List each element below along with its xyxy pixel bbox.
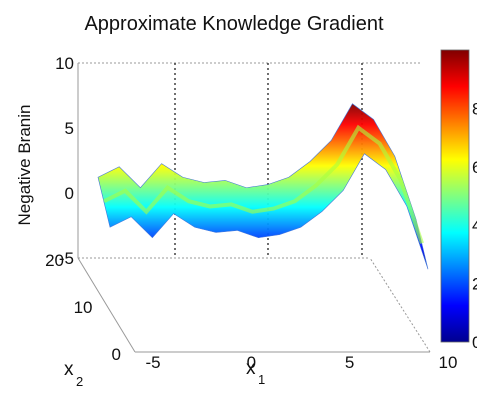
colorbar-gradient xyxy=(440,49,470,343)
y-axis-label-subscript: 2 xyxy=(76,374,83,389)
surface-mesh xyxy=(97,103,429,270)
y-tick-label: 20 xyxy=(45,251,64,270)
axes-box xyxy=(77,62,431,353)
surface-ridge xyxy=(103,124,424,244)
y-axis-label-main: x xyxy=(64,359,74,380)
colorbar-tick-label: 8 xyxy=(472,99,477,118)
y-axis-line xyxy=(77,257,136,353)
x-axis-label-subscript: 1 xyxy=(258,372,265,387)
colorbar-tick-labels: 0 2 4 6 8 xyxy=(472,99,477,352)
colorbar-tick-label: 0 xyxy=(472,333,477,352)
y-tick-label: 10 xyxy=(74,298,93,317)
z-tick-label: 5 xyxy=(65,119,74,138)
z-tick-label: 10 xyxy=(55,54,74,73)
z-tick-label: -5 xyxy=(59,249,74,268)
x-tick-labels: -5 0 5 10 xyxy=(145,353,457,372)
x-tick-label: 5 xyxy=(345,353,354,372)
z-axis-label: Negative Branin xyxy=(15,105,34,226)
x-axis-label-main: x xyxy=(246,358,256,379)
z-tick-labels: 10 5 0 -5 xyxy=(55,54,74,268)
colorbar-tick-label: 2 xyxy=(472,275,477,294)
z-tick-label: 0 xyxy=(65,184,74,203)
floor-right-edge xyxy=(369,257,431,353)
surface-plot xyxy=(97,103,429,270)
colorbar: 0 2 4 6 8 xyxy=(440,49,477,352)
y-tick-label: 0 xyxy=(112,345,121,364)
colorbar-tick-label: 6 xyxy=(472,158,477,177)
y-tick-labels: 0 10 20 xyxy=(45,251,121,364)
chart-title: Approximate Knowledge Gradient xyxy=(84,13,384,35)
x-axis-label: x 1 xyxy=(246,358,265,387)
x-tick-label: 10 xyxy=(439,353,458,372)
y-axis-label: x 2 xyxy=(64,359,83,389)
x-tick-label: 0 xyxy=(247,353,256,372)
colorbar-tick-label: 4 xyxy=(472,216,477,235)
x-tick-label: -5 xyxy=(145,353,160,372)
